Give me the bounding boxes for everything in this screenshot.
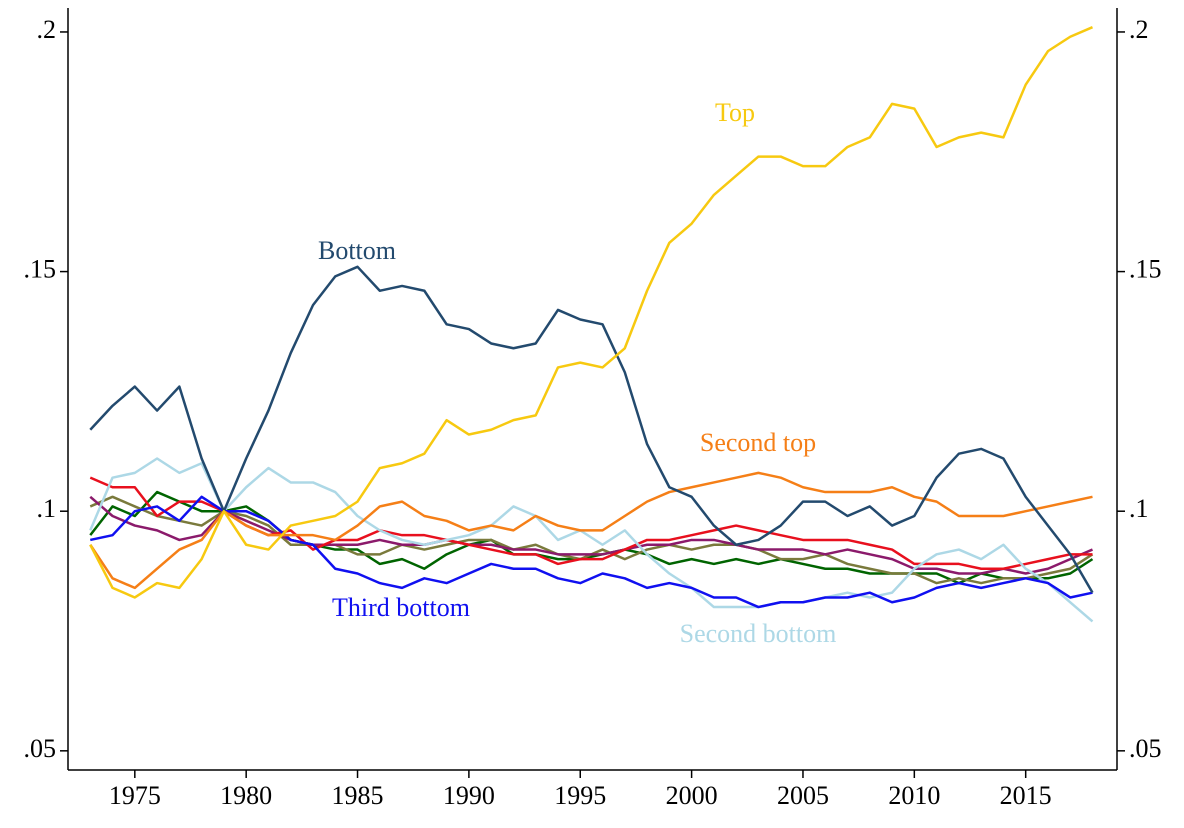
y-tick-label: .1 [37, 494, 57, 523]
series-line [89, 265, 1094, 594]
y2-tick-label: .2 [1129, 15, 1149, 44]
x-tick-label: 1985 [332, 781, 384, 810]
series-label: Third bottom [332, 593, 470, 622]
x-tick-label: 1975 [109, 781, 161, 810]
x-tick-label: 2005 [777, 781, 829, 810]
x-tick-label: 1980 [220, 781, 272, 810]
x-tick-label: 2010 [888, 781, 940, 810]
y2-tick-label: .1 [1129, 494, 1149, 523]
y2-tick-label: .05 [1129, 734, 1162, 763]
series-line [90, 495, 1093, 609]
series-label: Bottom [318, 236, 396, 265]
series-label: Second top [700, 428, 816, 457]
series-label: Second bottom [680, 619, 837, 648]
y-tick-label: .15 [24, 255, 57, 284]
y-tick-label: .2 [37, 15, 57, 44]
x-tick-label: 1990 [443, 781, 495, 810]
series-line [89, 495, 1093, 575]
series-line [89, 26, 1093, 599]
y2-tick-label: .15 [1129, 255, 1162, 284]
series-line [89, 457, 1094, 623]
series-line [89, 490, 1094, 585]
y-tick-label: .05 [24, 734, 57, 763]
series-label: Top [715, 98, 755, 127]
x-tick-label: 1995 [554, 781, 606, 810]
x-tick-label: 2000 [666, 781, 718, 810]
x-tick-label: 2015 [1000, 781, 1052, 810]
